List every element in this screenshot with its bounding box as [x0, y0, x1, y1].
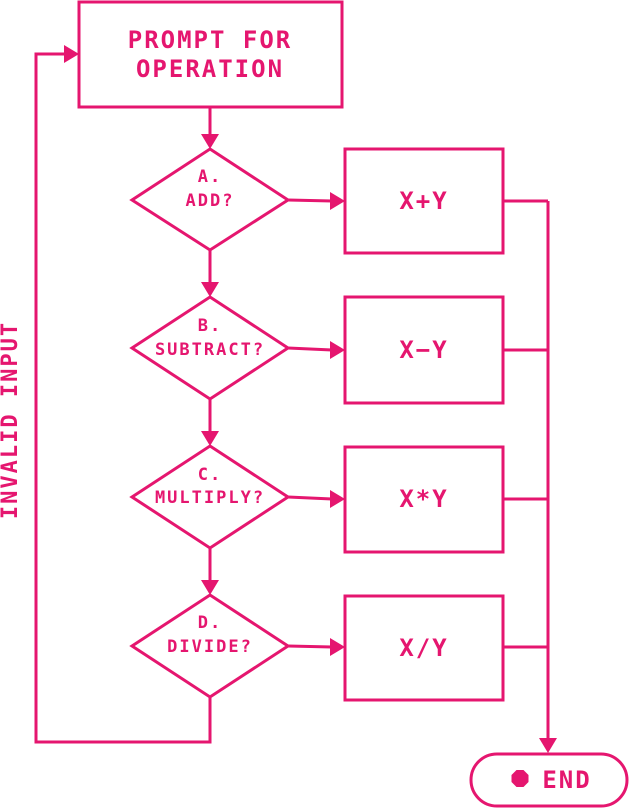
- stop-icon: [511, 770, 529, 787]
- arrowhead: [201, 134, 219, 149]
- decision-multiply-question: MULTIPLY?: [155, 488, 265, 508]
- arrowhead: [201, 580, 219, 595]
- edge-divide-to-op: [287, 644, 333, 649]
- op-add: X+Y: [343, 147, 505, 255]
- decision-subtract: B. SUBTRACT?: [129, 295, 291, 401]
- arrowhead: [201, 282, 219, 297]
- arrowhead: [330, 490, 345, 508]
- op-subtract-label: X−Y: [399, 336, 448, 364]
- invalid-input-label: INVALID INPUT: [0, 321, 23, 519]
- end-label: END: [542, 766, 591, 794]
- arrowhead: [330, 192, 345, 210]
- op-add-label: X+Y: [399, 187, 448, 215]
- op-divide-label: X/Y: [399, 634, 448, 662]
- arrowhead: [64, 45, 79, 63]
- prompt-label-line2: OPERATION: [136, 55, 284, 83]
- end-node: END: [469, 752, 629, 808]
- decision-add-question: ADD?: [186, 191, 235, 211]
- decision-add: A. ADD?: [129, 147, 291, 252]
- edge-invalid-input-loop: [34, 52, 212, 744]
- arrowhead: [330, 638, 345, 656]
- connectors: [34, 45, 557, 753]
- arrowhead: [201, 431, 219, 446]
- decision-multiply-letter: C.: [198, 465, 222, 485]
- op-subtract: X−Y: [343, 295, 505, 405]
- decision-divide-question: DIVIDE?: [167, 637, 253, 657]
- op-multiply-label: X*Y: [399, 485, 448, 513]
- arrowhead: [539, 738, 557, 753]
- decision-subtract-question: SUBTRACT?: [155, 340, 265, 360]
- decision-add-letter: A.: [198, 167, 222, 187]
- decision-divide: D. DIVIDE?: [129, 593, 291, 699]
- op-multiply: X*Y: [343, 445, 505, 554]
- decision-subtract-letter: B.: [198, 316, 222, 336]
- decision-multiply: C. MULTIPLY?: [129, 444, 291, 550]
- edge-add-to-op: [287, 198, 333, 203]
- arrowhead: [330, 341, 345, 359]
- edge-multiply-to-op: [287, 495, 333, 501]
- decision-divide-letter: D.: [198, 613, 222, 633]
- edge-subtract-to-op: [287, 346, 333, 352]
- prompt-node: PROMPT FOR OPERATION: [77, 0, 344, 109]
- prompt-label-line1: PROMPT FOR: [128, 26, 293, 54]
- op-divide: X/Y: [343, 594, 505, 702]
